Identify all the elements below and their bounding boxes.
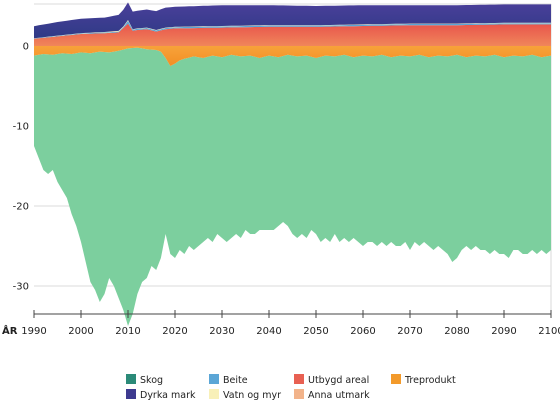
x-tick-label-2090: 2090 — [491, 326, 516, 337]
y-tick-label-0: 0 — [23, 42, 29, 53]
area-beite — [34, 20, 551, 39]
x-tick-label-2060: 2060 — [350, 326, 375, 337]
legend-swatch-dyrka-mark — [126, 389, 136, 399]
y-tick-label--10: -10 — [13, 122, 29, 133]
area-series — [34, 2, 551, 326]
area-treprodukt — [34, 46, 551, 66]
x-axis-label: ÅR — [2, 324, 18, 337]
legend-label-skog: Skog — [140, 375, 163, 386]
axes: 1990 2000 2010 2020 2030 2040 2050 2060 2070 2080… — [2, 42, 560, 338]
legend-swatch-treprodukt — [391, 374, 401, 384]
x-tick-label-2040: 2040 — [256, 326, 281, 337]
legend-swatch-utbygd-areal — [294, 374, 304, 384]
x-tick-label-1990: 1990 — [21, 326, 46, 337]
legend-swatch-anna-utmark — [294, 389, 304, 399]
area-skog — [34, 47, 551, 326]
y-tick-label--30: -30 — [13, 282, 29, 293]
x-tick-label-2070: 2070 — [397, 326, 422, 337]
area-dyrka-mark — [34, 2, 551, 39]
legend-swatch-skog — [126, 374, 136, 384]
legend: Skog Dyrka mark Beite Vatn og myr Utbygd are… — [126, 374, 456, 401]
x-tick-label-2000: 2000 — [68, 326, 93, 337]
legend-label-utbygd-areal: Utbygd areal — [308, 375, 369, 386]
legend-swatch-beite — [209, 374, 219, 384]
legend-label-vatn-og-myr: Vatn og myr — [223, 390, 281, 401]
legend-label-beite: Beite — [223, 375, 248, 386]
legend-swatch-vatn-og-myr — [209, 389, 219, 399]
x-tick-label-2050: 2050 — [303, 326, 328, 337]
x-tick-label-2030: 2030 — [209, 326, 234, 337]
x-tick-label-2080: 2080 — [444, 326, 469, 337]
area-utbygd-areal — [34, 23, 551, 46]
legend-label-anna-utmark: Anna utmark — [308, 390, 370, 401]
legend-label-treprodukt: Treprodukt — [404, 375, 456, 386]
legend-label-dyrka-mark: Dyrka mark — [140, 390, 196, 401]
y-tick-label--20: -20 — [13, 202, 29, 213]
x-tick-label-2010: 2010 — [115, 326, 140, 337]
x-tick-label-2020: 2020 — [162, 326, 187, 337]
